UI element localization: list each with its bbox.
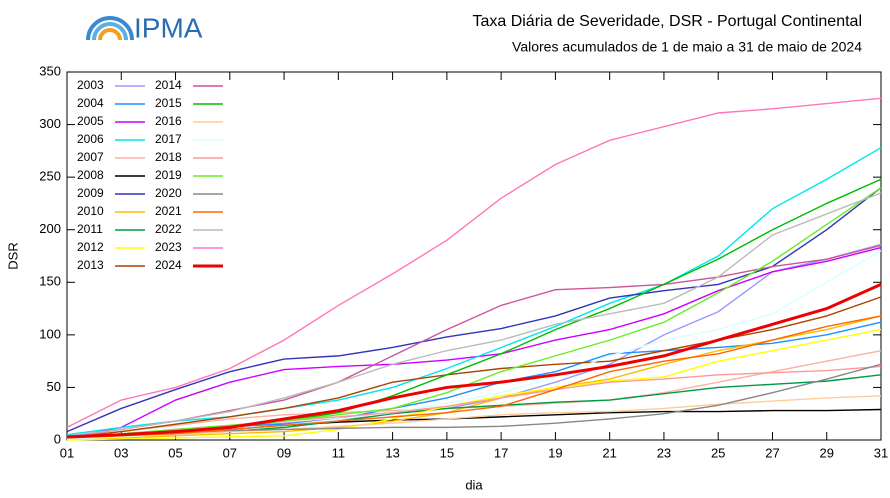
legend-label: 2011 xyxy=(77,222,103,236)
legend-label: 2016 xyxy=(155,114,182,128)
series-line xyxy=(66,187,882,433)
x-axis-label: dia xyxy=(465,477,483,492)
x-tick-label: 27 xyxy=(765,445,779,460)
series-line xyxy=(66,244,882,438)
legend-label: 2012 xyxy=(77,240,104,254)
y-tick-label: 100 xyxy=(39,326,61,341)
series-line xyxy=(66,147,882,436)
logo-text: IPMA xyxy=(134,12,203,43)
x-tick-label: 09 xyxy=(277,445,291,460)
legend-label: 2018 xyxy=(155,150,182,164)
logo-icon xyxy=(86,16,134,41)
y-tick-label: 0 xyxy=(54,431,61,446)
series-line xyxy=(66,178,882,439)
legend-label: 2004 xyxy=(77,96,104,110)
x-tick-label: 15 xyxy=(440,445,454,460)
y-tick-label: 350 xyxy=(39,63,61,78)
series-line xyxy=(66,97,882,429)
legend-label: 2014 xyxy=(155,78,182,92)
legend-label: 2010 xyxy=(77,204,104,218)
x-tick-label: 31 xyxy=(874,445,888,460)
y-axis-label: DSR xyxy=(5,242,20,269)
legend-label: 2006 xyxy=(77,132,104,146)
x-tick-label: 05 xyxy=(168,445,182,460)
legend-label: 2013 xyxy=(77,258,104,272)
legend-label: 2022 xyxy=(155,222,182,236)
series-line xyxy=(66,192,882,437)
legend-label: 2023 xyxy=(155,240,182,254)
legend-label: 2017 xyxy=(155,132,182,146)
series-line xyxy=(66,283,882,439)
series-line xyxy=(66,315,882,440)
series-line xyxy=(66,315,882,439)
x-tick-label: 29 xyxy=(819,445,833,460)
series-line xyxy=(66,395,882,440)
plot-frame xyxy=(66,71,882,441)
legend-label: 2009 xyxy=(77,186,104,200)
chart-subtitle: Valores acumulados de 1 de maio a 31 de … xyxy=(512,39,862,55)
x-tick-label: 23 xyxy=(657,445,671,460)
y-tick-label: 50 xyxy=(47,379,61,394)
x-tick-label: 13 xyxy=(385,445,399,460)
y-tick-label: 150 xyxy=(39,274,61,289)
legend-label: 2005 xyxy=(77,114,104,128)
x-tick-label: 03 xyxy=(114,445,128,460)
y-tick-label: 250 xyxy=(39,169,61,184)
x-tick-label: 11 xyxy=(332,445,346,460)
series-line xyxy=(66,246,882,439)
legend-label: 2020 xyxy=(155,186,182,200)
legend-label: 2007 xyxy=(77,150,104,164)
legend-label: 2003 xyxy=(77,78,104,92)
y-tick-label: 300 xyxy=(39,116,61,131)
x-tick-label: 25 xyxy=(711,445,725,460)
series-line xyxy=(66,296,882,439)
series-line xyxy=(66,328,882,441)
chart-title: Taxa Diária de Severidade, DSR - Portuga… xyxy=(472,13,862,30)
y-tick-label: 200 xyxy=(39,221,61,236)
x-tick-label: 21 xyxy=(602,445,616,460)
x-tick-label: 07 xyxy=(223,445,237,460)
legend-label: 2015 xyxy=(155,96,182,110)
legend-label: 2019 xyxy=(155,168,182,182)
legend-label: 2024 xyxy=(155,258,182,272)
x-tick-label: 17 xyxy=(494,445,508,460)
series-line xyxy=(66,187,882,439)
legend-label: 2008 xyxy=(77,168,104,182)
x-tick-label: 19 xyxy=(548,445,562,460)
x-tick-label: 01 xyxy=(60,445,74,460)
legend-label: 2021 xyxy=(155,204,182,218)
